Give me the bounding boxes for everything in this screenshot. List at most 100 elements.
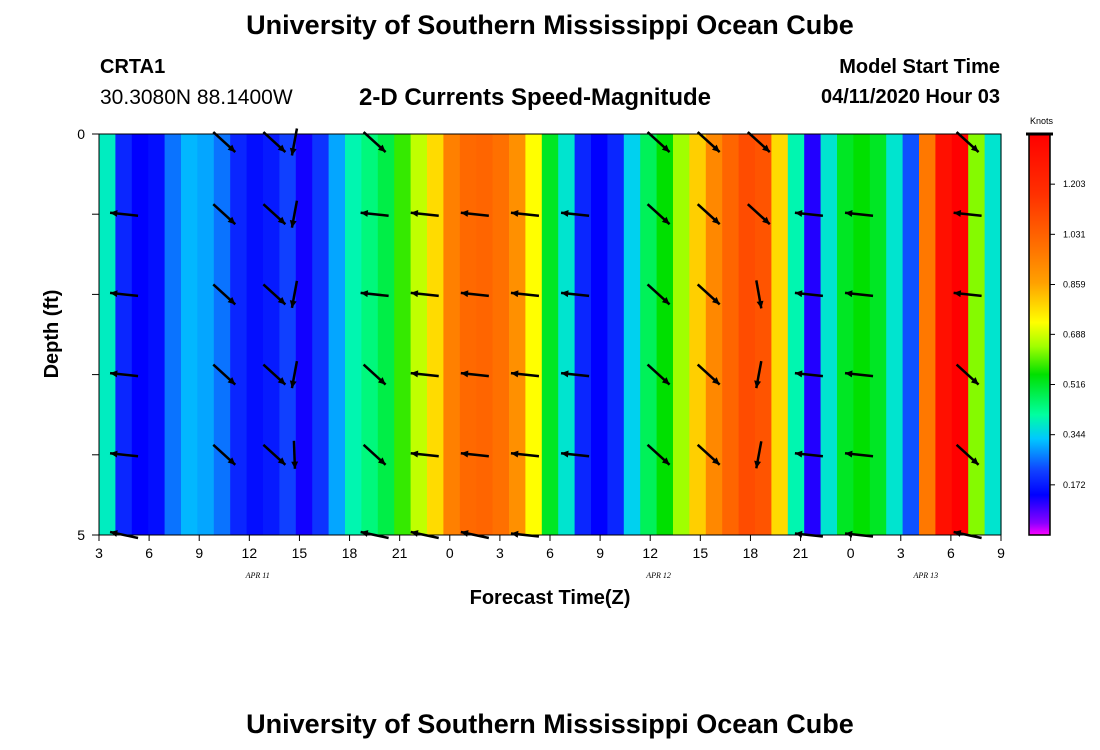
colorbar-ticks: 1.203 1.031 0.859 0.688 0.516 0.344 0.172: [1050, 179, 1086, 490]
current-arrow-head: [460, 450, 469, 458]
x-tick-label: 9: [596, 545, 604, 561]
chart-title: 2-D Currents Speed-Magnitude: [359, 84, 712, 111]
colorbar-tick-label: 0.172: [1063, 480, 1086, 490]
current-arrow-head: [845, 450, 853, 458]
x-tick-label: 18: [342, 545, 358, 561]
x-tick-label: 6: [145, 545, 153, 561]
current-arrow-head: [360, 210, 369, 217]
current-arrow-head: [410, 290, 419, 298]
x-tick-label: 6: [947, 545, 955, 561]
heatmap-cell: [771, 134, 789, 535]
current-arrow-head: [277, 144, 286, 153]
current-arrow-head: [661, 296, 670, 305]
heatmap-cell: [574, 134, 592, 535]
current-arrow-head: [360, 290, 369, 298]
current-arrow-head: [110, 450, 118, 458]
heatmap-cell: [623, 134, 641, 535]
heatmap-cell: [525, 134, 543, 535]
x-tick-label: 3: [496, 545, 504, 561]
heatmap-cell: [213, 134, 231, 535]
current-arrow-head: [712, 377, 720, 385]
current-arrow-head: [460, 290, 469, 298]
heatmap-cell: [541, 134, 559, 535]
heatmap-cell: [820, 134, 838, 535]
x-tick-label: 21: [392, 545, 408, 561]
heatmap-cell: [968, 134, 986, 535]
heatmap-cell: [492, 134, 510, 535]
colorbar-tick-label: 1.031: [1063, 229, 1086, 239]
current-arrow-head: [291, 461, 299, 469]
heatmap-cell: [99, 134, 116, 535]
colorbar-tick-label: 0.516: [1063, 380, 1086, 390]
current-arrow-head: [227, 216, 236, 225]
current-arrow-head: [377, 144, 386, 153]
colorbar: Knots 1.203 1.031 0.859 0.688 0.516 0.344 0.17…: [1026, 116, 1086, 536]
current-arrow-head: [277, 296, 286, 305]
heatmap-cell: [197, 134, 215, 535]
heatmap-cell: [328, 134, 346, 535]
heatmap-cell: [886, 134, 904, 535]
current-arrow-head: [460, 210, 469, 217]
heatmap-cell: [705, 134, 723, 535]
heatmap-cell: [722, 134, 740, 535]
heatmap-cell: [246, 134, 264, 535]
current-arrow-head: [970, 144, 979, 153]
heatmap-cell: [164, 134, 182, 535]
heatmap-cell: [263, 134, 280, 535]
heatmap-cell: [279, 134, 297, 535]
x-tick-label: 12: [642, 545, 658, 561]
heatmap-cell: [148, 134, 166, 535]
heatmap-cell: [591, 134, 608, 535]
heatmap-cell: [935, 134, 953, 535]
current-arrow-head: [227, 377, 236, 385]
current-arrow-head: [794, 370, 803, 378]
x-tick-label: 9: [195, 545, 203, 561]
current-arrow-head: [561, 290, 569, 298]
x-tick-label: 3: [897, 545, 905, 561]
main-title: University of Southern Mississippi Ocean…: [246, 10, 854, 40]
current-arrow-head: [289, 147, 297, 156]
current-arrow-head: [227, 144, 236, 153]
current-arrow-head: [561, 450, 569, 458]
current-arrow-head: [953, 210, 962, 217]
x-tick-label: 0: [847, 545, 855, 561]
current-arrow-head: [754, 460, 762, 469]
current-arrow-head: [227, 296, 236, 305]
x-tick-label: 15: [292, 545, 308, 561]
current-arrow-head: [561, 210, 569, 217]
heatmap-cell: [902, 134, 920, 535]
current-arrow-head: [762, 144, 770, 153]
heatmap-cell: [410, 134, 428, 535]
heatmap-cell: [427, 134, 444, 535]
x-tick-label: 3: [95, 545, 103, 561]
y-tick-label: 0: [77, 126, 85, 142]
current-arrow-head: [845, 370, 853, 378]
heatmap-cell: [131, 134, 149, 535]
y-axis-title: Depth (ft): [41, 290, 63, 379]
current-arrow-head: [227, 457, 236, 465]
heatmap-cell: [656, 134, 674, 535]
current-arrow-head: [289, 300, 297, 308]
current-arrow-head: [377, 457, 386, 465]
current-arrow-head: [277, 377, 286, 385]
current-arrow-head: [970, 457, 979, 465]
current-arrow-head: [289, 219, 297, 228]
current-arrow-head: [289, 380, 297, 389]
current-arrow-head: [712, 144, 720, 153]
x-tick-label: 15: [693, 545, 709, 561]
colorbar-gradient: [1028, 133, 1051, 536]
current-arrow-head: [712, 216, 720, 225]
heatmap-cell: [295, 134, 313, 535]
current-arrow-head: [661, 377, 670, 385]
footer-title: University of Southern Mississippi Ocean…: [246, 709, 854, 739]
heatmap-cell: [181, 134, 198, 535]
current-arrow-head: [277, 216, 286, 225]
heatmap-cell: [558, 134, 576, 535]
heatmap-cell: [919, 134, 936, 535]
x-tick-label: 21: [793, 545, 809, 561]
current-arrow-head: [377, 377, 386, 385]
colorbar-units: Knots: [1030, 116, 1054, 126]
current-arrow-head: [953, 290, 962, 298]
heatmap-cell: [853, 134, 871, 535]
